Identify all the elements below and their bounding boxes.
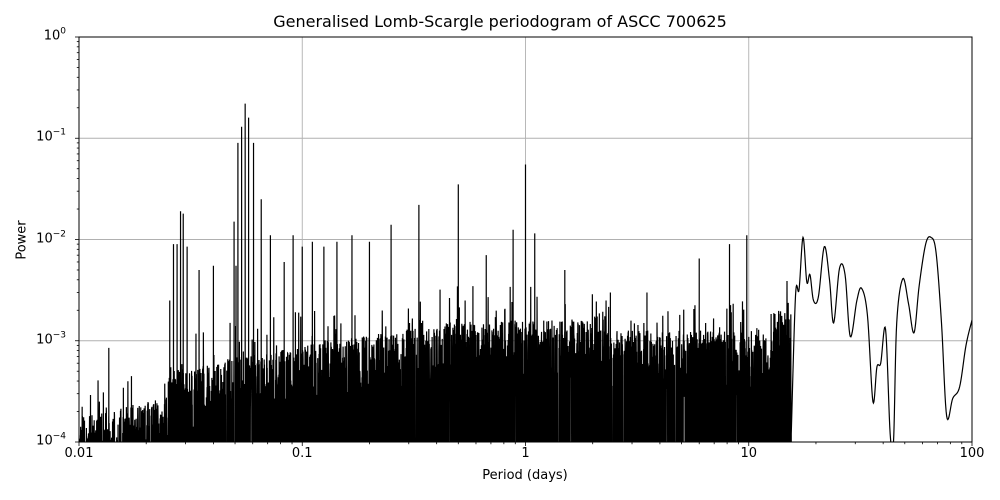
y-tick-label: 10−1	[36, 127, 66, 145]
x-tick-label: 1	[521, 446, 530, 461]
y-axis-label: Power	[14, 220, 30, 260]
power-spectrum-line	[79, 103, 972, 442]
x-axis-label: Period (days)	[482, 468, 568, 483]
y-tick-label: 10−4	[36, 431, 66, 449]
x-tick-label: 10	[740, 446, 758, 461]
chart-title: Generalised Lomb-Scargle periodogram of …	[273, 12, 727, 31]
y-tick-label: 10−2	[36, 229, 66, 246]
y-tick-label: 10−3	[36, 330, 66, 348]
x-tick-label: 0.01	[64, 446, 94, 461]
y-tick-label: 100	[43, 26, 66, 44]
tick-marks	[75, 36, 973, 446]
x-tick-label: 0.1	[291, 446, 313, 461]
periodogram-trace	[79, 103, 972, 442]
x-tick-label: 100	[959, 446, 985, 461]
